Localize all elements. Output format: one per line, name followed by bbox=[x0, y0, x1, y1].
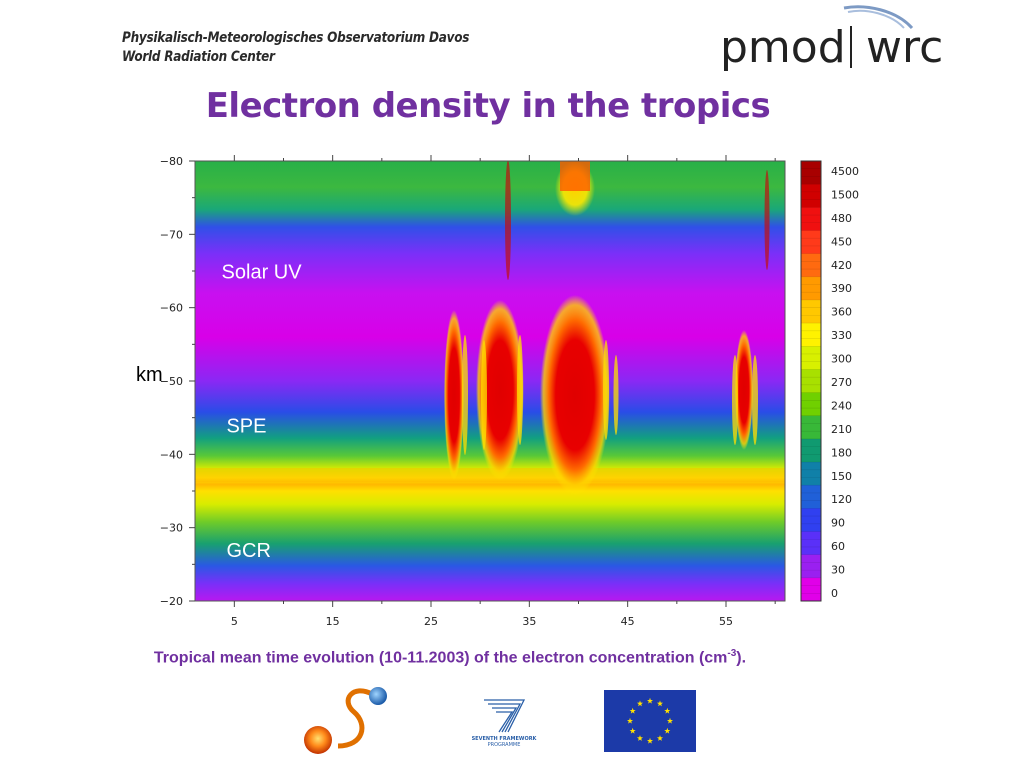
colorbar-label: 1500 bbox=[831, 188, 859, 201]
colorbar-segment bbox=[801, 276, 821, 301]
x-tick-label: 5 bbox=[231, 615, 238, 628]
colorbar-label: 390 bbox=[831, 282, 852, 295]
colorbar-label: 480 bbox=[831, 212, 852, 225]
pmod-wrc-logo: pmod wrc bbox=[720, 5, 943, 73]
eu-star bbox=[636, 735, 644, 741]
colorbar-label: 120 bbox=[831, 493, 852, 506]
colorbar-segment bbox=[801, 438, 821, 463]
colorbar-segment bbox=[801, 207, 821, 231]
colorbar-label: 360 bbox=[831, 306, 852, 319]
colorbar-segment bbox=[801, 531, 821, 556]
eu-star bbox=[664, 707, 671, 714]
caption-superscript: -3 bbox=[727, 648, 737, 659]
colorbar-segment bbox=[801, 323, 821, 347]
colorbar-label: 0 bbox=[831, 587, 838, 600]
y-tick-label: −70 bbox=[160, 228, 183, 241]
eu-star bbox=[656, 735, 664, 741]
eu-star bbox=[646, 737, 654, 744]
colorbar-label: 180 bbox=[831, 446, 852, 459]
colorbar-label: 60 bbox=[831, 540, 845, 553]
eu-star bbox=[664, 727, 671, 734]
annotation-label: SPE bbox=[226, 415, 266, 437]
colorbar-label: 420 bbox=[831, 259, 852, 272]
colorbar-segment bbox=[801, 392, 821, 417]
eu-star bbox=[626, 717, 634, 724]
colorbar-label: 450 bbox=[831, 235, 852, 248]
solar-sun-logo bbox=[304, 687, 387, 754]
heatmap-plot-area bbox=[194, 160, 786, 602]
spe-event-3 bbox=[540, 295, 610, 495]
colorbar-segment bbox=[801, 253, 821, 278]
colorbar-segment bbox=[801, 485, 821, 509]
wrc-text: wrc bbox=[866, 22, 943, 73]
x-tick-label: 15 bbox=[326, 615, 340, 628]
heatmap-events bbox=[195, 161, 785, 495]
y-tick-label: −80 bbox=[160, 155, 183, 168]
colorbar-label: 4500 bbox=[831, 165, 859, 178]
eu-star bbox=[656, 700, 664, 707]
figure-caption: Tropical mean time evolution (10-11.2003… bbox=[0, 648, 900, 667]
colorbar-segment bbox=[801, 230, 821, 255]
eu-star bbox=[629, 707, 636, 714]
x-axis: 5 15 25 35 45 55 bbox=[231, 155, 776, 628]
spe-event-2 bbox=[476, 300, 524, 480]
y-axis: −80 −70 −60 −50 −40 −30 −20 bbox=[160, 155, 195, 608]
colorbar-segment bbox=[801, 415, 821, 440]
colorbar-segment bbox=[801, 554, 821, 579]
caption-end: ). bbox=[736, 649, 747, 667]
fp7-logo: SEVENTH FRAMEWORK PROGRAMME bbox=[472, 699, 538, 748]
y-tick-label: −30 bbox=[160, 522, 183, 535]
colorbar-segment bbox=[801, 161, 821, 185]
colorbar-label: 330 bbox=[831, 329, 852, 342]
eu-star bbox=[646, 697, 654, 704]
eu-star bbox=[636, 700, 644, 707]
x-tick-label: 45 bbox=[621, 615, 635, 628]
eu-star bbox=[629, 727, 636, 734]
colorbar-segment bbox=[801, 184, 821, 208]
institution-name: Physikalisch-Meteorologisches Observator… bbox=[122, 30, 470, 46]
colorbar-label: 210 bbox=[831, 423, 852, 436]
colorbar-segment bbox=[801, 346, 821, 370]
y-tick-label: −20 bbox=[160, 595, 183, 608]
slide-title: Electron density in the tropics bbox=[205, 86, 771, 126]
colorbar-label: 270 bbox=[831, 376, 852, 389]
colorbar-segment bbox=[801, 462, 821, 486]
spe-event-4 bbox=[735, 330, 753, 450]
y-tick-label: −50 bbox=[160, 375, 183, 388]
y-tick-label: −60 bbox=[160, 302, 183, 315]
x-tick-label: 25 bbox=[424, 615, 438, 628]
colorbar-label: 240 bbox=[831, 399, 852, 412]
y-tick-label: −40 bbox=[160, 448, 183, 461]
colorbar-label: 30 bbox=[831, 564, 845, 577]
pmod-text: pmod bbox=[720, 22, 846, 73]
colorbar-label: 90 bbox=[831, 517, 845, 530]
annotation-label: Solar UV bbox=[222, 261, 303, 283]
colorbar-segment bbox=[801, 577, 821, 602]
colorbar-segment bbox=[801, 299, 821, 324]
y-axis-label: km bbox=[136, 364, 163, 386]
spe-event-1 bbox=[444, 310, 464, 480]
annotation-label: GCR bbox=[226, 540, 270, 562]
eu-star bbox=[666, 717, 674, 724]
chart-annotations: Solar UV SPE GCR bbox=[222, 261, 303, 562]
eu-flag-logo bbox=[604, 690, 696, 752]
colorbar-segment bbox=[801, 508, 821, 533]
colorbar-label: 300 bbox=[831, 353, 852, 366]
x-tick-label: 55 bbox=[719, 615, 733, 628]
caption-text: Tropical mean time evolution (10-11.2003… bbox=[153, 649, 728, 667]
colorbar-label: 150 bbox=[831, 470, 852, 483]
institution-subname: World Radiation Center bbox=[122, 49, 275, 65]
colorbar: 4500150048045042039036033030027024021018… bbox=[800, 160, 859, 602]
colorbar-segment bbox=[801, 369, 821, 394]
x-tick-label: 35 bbox=[522, 615, 536, 628]
svg-text:SEVENTH FRAMEWORK: SEVENTH FRAMEWORK bbox=[472, 736, 538, 742]
colorbar-frame bbox=[800, 160, 822, 602]
svg-text:PROGRAMME: PROGRAMME bbox=[488, 742, 521, 748]
